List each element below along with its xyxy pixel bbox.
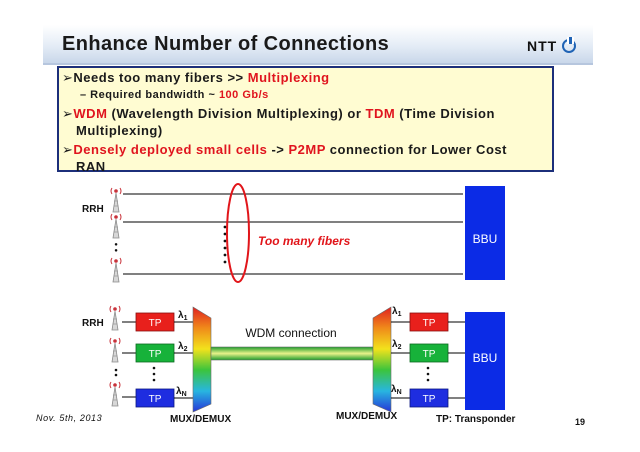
- page-number: 19: [575, 417, 586, 427]
- bbu-box-bottom: [465, 312, 505, 410]
- bullet-1-text: Needs too many fibers >>: [73, 70, 248, 85]
- logo-text: NTT: [527, 38, 558, 54]
- ntt-logo-icon: [562, 37, 577, 53]
- bbu-box-top: [465, 186, 505, 280]
- ntt-logo: NTT: [527, 36, 577, 56]
- bullet-1-sub: – Required bandwidth ~ 100 Gb/s: [80, 89, 269, 101]
- tp-label: TP: [423, 394, 436, 405]
- bullet-3-line-2: RAN: [76, 159, 106, 174]
- bullet-1-sub-text: – Required bandwidth ~: [80, 89, 219, 101]
- lambda-sub: 1: [184, 315, 188, 322]
- lambda-sub: N: [182, 391, 187, 398]
- lambda-n-label-right: λN: [391, 384, 402, 396]
- bullet-2-line-2: Multiplexing): [76, 123, 163, 138]
- bullet-3-text-2: connection for Lower Cost: [325, 142, 507, 157]
- bullet-2: ➢WDM (Wavelength Division Multiplexing) …: [62, 106, 495, 122]
- lambda-sub: 2: [184, 346, 188, 353]
- bullet-marker: ➢: [62, 70, 74, 85]
- bullet-1: ➢Needs too many fibers >> Multiplexing: [62, 70, 330, 86]
- antenna-icon: [109, 337, 121, 363]
- tp-label: TP: [423, 318, 436, 329]
- footer-date: Nov. 5th, 2013: [36, 413, 103, 423]
- slide-title: Enhance Number of Connections: [62, 33, 390, 55]
- lambda-symbol: λ: [176, 386, 182, 397]
- fiber-dots: [223, 225, 227, 264]
- lambda-1-label-left: λ1: [178, 310, 188, 322]
- bullet-3: ➢Densely deployed small cells -> P2MP co…: [62, 142, 507, 158]
- bullet-box: [57, 66, 554, 172]
- bullet-marker: ➢: [62, 106, 74, 121]
- antenna-dot: ●: [114, 242, 118, 248]
- rrh-label-bottom: RRH: [82, 318, 104, 329]
- bullet-2-highlight-tdm: TDM: [365, 106, 396, 121]
- mux-demux-left: [192, 306, 212, 413]
- bullet-1-highlight: Multiplexing: [247, 70, 330, 85]
- lambda-n-label-left: λN: [176, 386, 187, 398]
- bullet-3-highlight-cells: Densely deployed small cells: [73, 142, 268, 157]
- bullet-2-text: (Wavelength Division Multiplexing) or: [107, 106, 366, 121]
- antenna-icon: [110, 213, 122, 239]
- too-many-fibers-label: Too many fibers: [258, 234, 351, 248]
- lambda-sub: 1: [398, 311, 402, 318]
- wdm-fiber: [210, 346, 374, 361]
- antenna-dot: ●: [114, 248, 118, 254]
- antenna-icon: [110, 187, 122, 213]
- title-band: [43, 25, 593, 65]
- mux-demux-left-label: MUX/DEMUX: [170, 414, 231, 425]
- lambda-1-label-right: λ1: [392, 306, 402, 318]
- tp-label: TP: [149, 349, 162, 360]
- lambda-symbol: λ: [392, 339, 398, 350]
- lambda-sub: N: [397, 389, 402, 396]
- mux-demux-right: [372, 306, 392, 413]
- bbu-label-bottom: BBU: [473, 351, 498, 365]
- bullet-marker: ➢: [62, 142, 74, 157]
- bullet-1-sub-highlight: 100 Gb/s: [218, 89, 269, 101]
- tp-label: TP: [149, 394, 162, 405]
- bullet-3-text: ->: [267, 142, 289, 157]
- transponder-legend: TP: Transponder: [436, 414, 516, 425]
- lambda-sub: 2: [398, 344, 402, 351]
- lambda-symbol: λ: [391, 384, 397, 395]
- lambda-symbol: λ: [178, 341, 184, 352]
- bullet-2-text-2: (Time Division: [395, 106, 495, 121]
- mux-demux-right-label: MUX/DEMUX: [336, 411, 397, 422]
- bullet-3-highlight-p2mp: P2MP: [288, 142, 326, 157]
- antenna-icon: [110, 257, 122, 283]
- lambda-2-label-right: λ2: [392, 339, 402, 351]
- tp-label: TP: [423, 349, 436, 360]
- bbu-label-top: BBU: [473, 232, 498, 246]
- lambda-symbol: λ: [178, 310, 184, 321]
- lambda-2-label-left: λ2: [178, 341, 188, 353]
- rrh-label-top: RRH: [82, 204, 104, 215]
- antenna-icon: [109, 305, 121, 331]
- wdm-connection-label: WDM connection: [245, 326, 336, 340]
- antenna-icon: [109, 381, 121, 407]
- fiber-bundle-ellipse: [226, 183, 250, 283]
- bullet-2-highlight-wdm: WDM: [73, 106, 108, 121]
- lambda-symbol: λ: [392, 306, 398, 317]
- tp-label: TP: [149, 318, 162, 329]
